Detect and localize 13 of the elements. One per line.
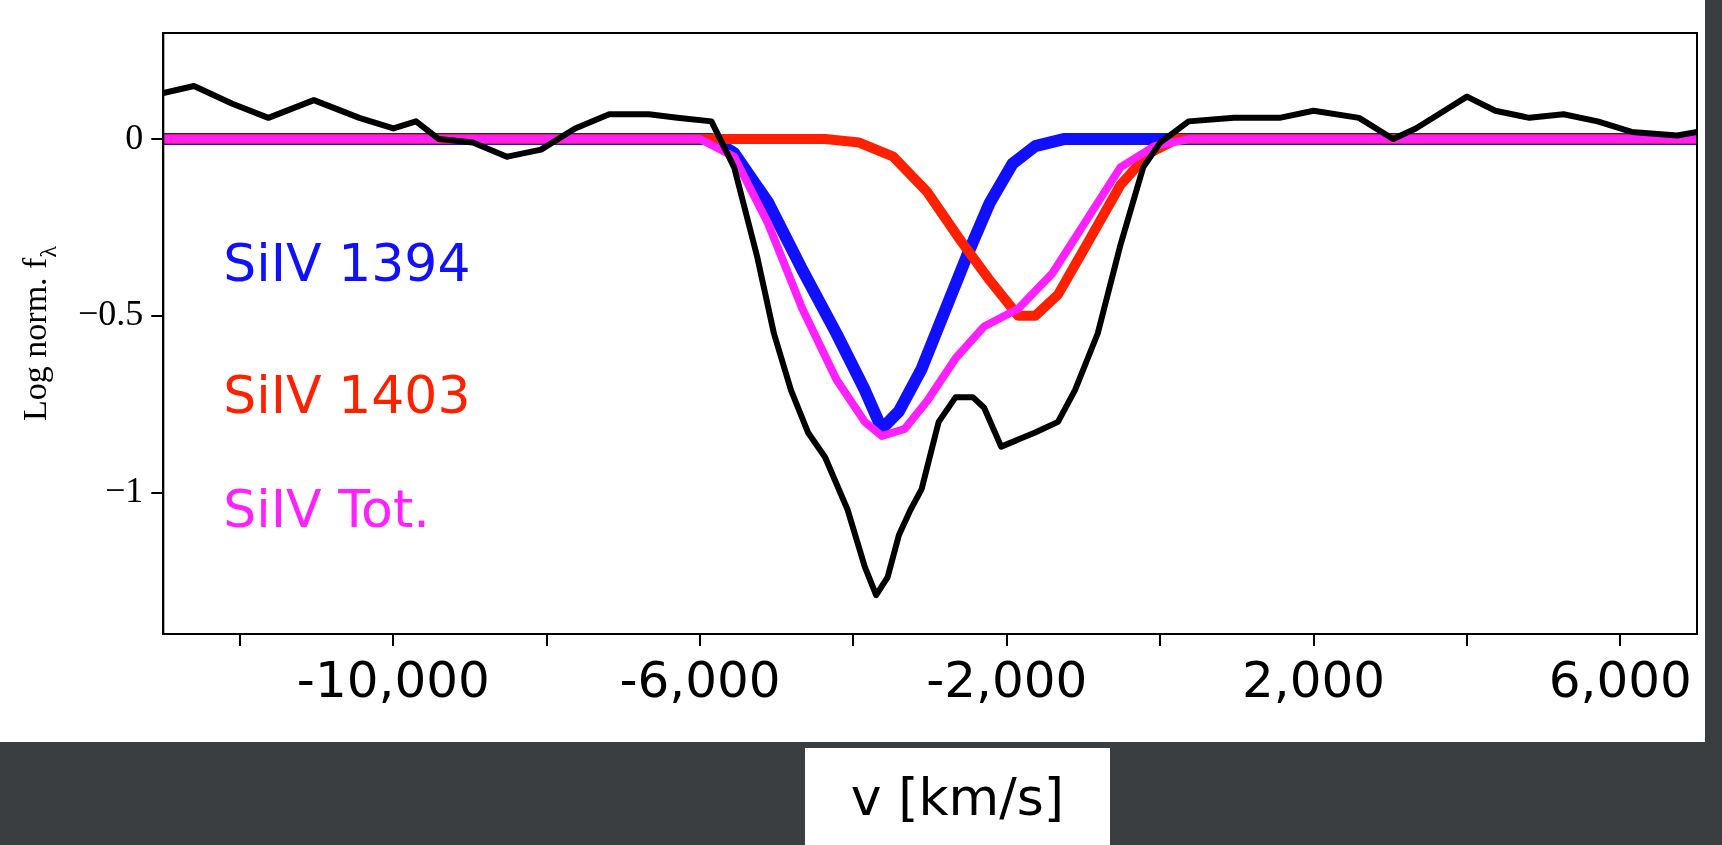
y-tick-label: 0 (125, 116, 144, 157)
x-tick-label: -10,000 (296, 650, 490, 709)
series-label: SiIV 1394 (223, 232, 471, 293)
x-axis-title: v [km/s] (805, 748, 1110, 845)
y-tick-label: −0.5 (77, 293, 144, 334)
x-tick-label: -2,000 (926, 650, 1088, 709)
x-tick-label: 6,000 (1548, 650, 1692, 709)
y-tick-label: −1 (104, 470, 144, 511)
text: SiIV 1403 (223, 365, 471, 426)
x-tick-label: -6,000 (619, 650, 781, 709)
y-axis-title: Log norm. fλ (16, 245, 62, 421)
x-tick-label: 2,000 (1242, 650, 1386, 709)
text: SiIV Tot. (223, 479, 430, 540)
